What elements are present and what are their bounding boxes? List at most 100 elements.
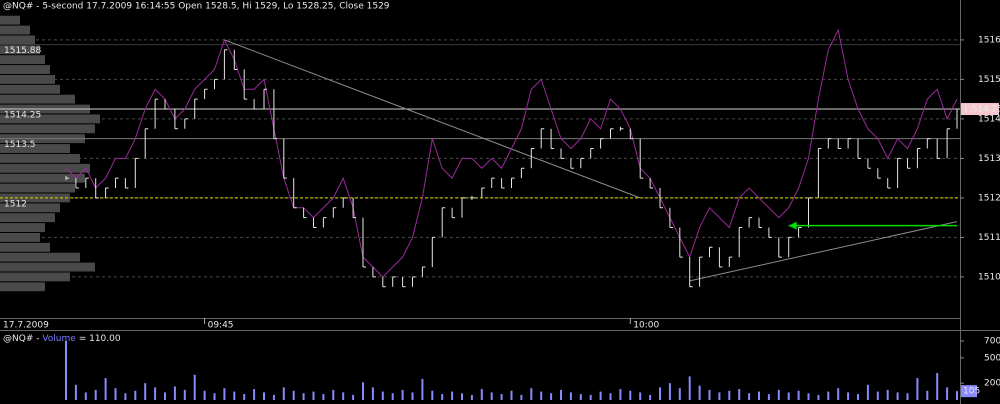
volume-bar <box>114 388 117 400</box>
price-bar <box>95 178 99 199</box>
y-tick-label: 200 <box>984 379 1000 389</box>
volume-bar <box>827 391 830 400</box>
price-bar <box>689 257 693 288</box>
price-bar <box>164 99 168 110</box>
price-bar <box>649 178 654 189</box>
profile-bar <box>0 65 50 74</box>
volume-bar <box>421 378 424 400</box>
volume-bar <box>688 376 691 400</box>
price-bar <box>223 49 228 80</box>
volume-bar <box>589 394 592 400</box>
indicator-line <box>65 28 958 278</box>
y-tick-label: 1510 <box>978 272 1000 282</box>
volume-bar <box>490 392 493 400</box>
volume-bar <box>659 387 661 400</box>
y-tick-label: 1514 <box>978 114 1000 124</box>
x-tick-label: 09:45 <box>208 321 234 331</box>
profile-bar <box>0 124 95 134</box>
profile-bar <box>0 203 60 213</box>
last-price-box <box>961 103 999 116</box>
volume-bar <box>728 390 731 400</box>
volume-bar <box>480 389 483 400</box>
volume-bar <box>530 388 533 400</box>
profile-bar <box>0 173 85 183</box>
price-bar <box>629 128 634 140</box>
price-bar <box>639 138 644 179</box>
volume-bar <box>817 394 820 400</box>
price-bar <box>570 158 574 169</box>
price-bar <box>748 217 753 228</box>
price-bar <box>867 158 871 169</box>
volume-bar <box>609 393 612 400</box>
price-bar <box>897 157 901 189</box>
price-bar <box>847 138 852 149</box>
price-bar <box>946 128 951 159</box>
y-tick-label: 1512 <box>978 193 1000 203</box>
price-bar <box>679 227 683 258</box>
volume-bar <box>560 389 562 400</box>
volume-bar <box>233 391 236 400</box>
price-bar <box>471 195 475 200</box>
price-bar <box>154 98 159 129</box>
price-bar <box>174 109 178 130</box>
price-bar <box>421 266 426 277</box>
volume-name: Volume <box>42 334 76 344</box>
profile-bar <box>0 242 50 252</box>
volume-bar <box>272 394 275 400</box>
profile-bar <box>0 183 75 193</box>
price-bar <box>214 78 218 90</box>
volume-bar <box>847 392 850 400</box>
price-bar <box>837 138 842 150</box>
volume-bar <box>916 378 919 400</box>
price-bar <box>342 197 347 208</box>
price-bar <box>303 207 307 219</box>
price-bar <box>956 108 960 129</box>
volume-bar <box>371 387 374 400</box>
profile-bar <box>0 144 70 153</box>
profile-bar <box>0 163 90 173</box>
price-bar <box>253 99 258 110</box>
y-tick-label: 1511 <box>978 233 1000 243</box>
y-tick-label: 1513 <box>978 154 1000 164</box>
price-bar <box>382 276 386 288</box>
price-bar <box>65 176 69 181</box>
volume-bar <box>322 394 325 400</box>
price-bar <box>550 128 555 150</box>
volume-bar <box>154 387 157 400</box>
price-bar <box>540 128 545 149</box>
volume-bar <box>183 389 186 400</box>
volume-bar <box>936 373 939 400</box>
volume-bar <box>569 392 572 400</box>
price-bar <box>392 276 396 287</box>
price-bar <box>263 88 267 110</box>
volume-bar <box>263 392 265 400</box>
price-bar <box>501 178 505 189</box>
y-tick-label: 1515 <box>978 75 1000 85</box>
arrow-head <box>788 221 797 230</box>
price-bar <box>857 138 861 159</box>
profile-bar <box>0 35 35 45</box>
volume-bar <box>510 390 513 400</box>
price-bar <box>362 217 366 268</box>
volume-bar <box>352 394 355 400</box>
volume-bar <box>500 394 503 400</box>
profile-bar <box>0 272 70 282</box>
profile-bar <box>0 25 30 35</box>
price-bar <box>105 187 109 198</box>
last-volume-label: 105 <box>963 387 980 397</box>
profile-bar <box>0 223 45 232</box>
volume-bar <box>441 394 444 400</box>
volume-bar <box>738 389 741 400</box>
volume-bar <box>134 390 137 400</box>
price-bar <box>887 178 891 189</box>
level-label: 1514.25 <box>4 111 41 121</box>
volume-bar <box>896 392 899 400</box>
price-bar <box>402 276 406 288</box>
price-bar <box>124 178 129 189</box>
price-bar <box>194 98 198 119</box>
volume-bar <box>104 378 107 400</box>
price-bar <box>936 138 941 159</box>
volume-bar <box>787 392 790 400</box>
